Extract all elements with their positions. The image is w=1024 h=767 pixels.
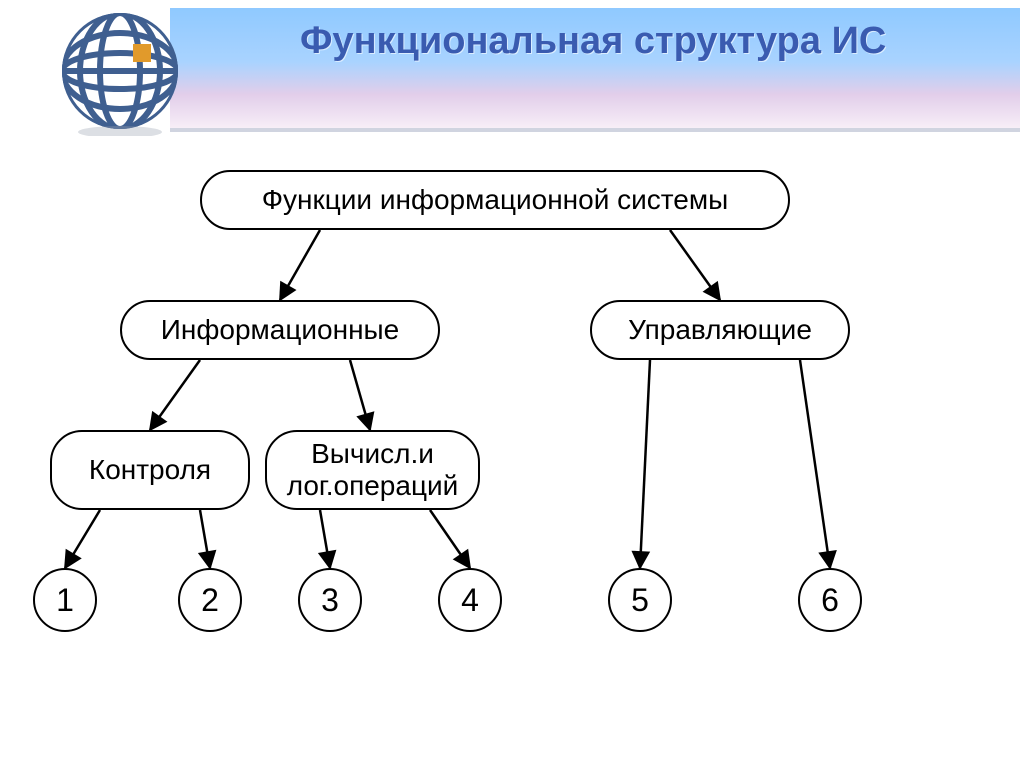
leaf-circle-2: 2 <box>178 568 242 632</box>
circle-label: 5 <box>631 582 649 619</box>
node-label: Функции информационной системы <box>262 184 728 216</box>
tree-diagram: Функции информационной системы Информаци… <box>0 150 1024 750</box>
globe-icon <box>55 6 185 136</box>
page-title: Функциональная структура ИС <box>300 18 886 66</box>
leaf-circle-3: 3 <box>298 568 362 632</box>
node-label: Вычисл.и лог.операций <box>277 438 468 502</box>
circle-label: 1 <box>56 582 74 619</box>
node-calc-logic-ops: Вычисл.и лог.операций <box>265 430 480 510</box>
circle-label: 3 <box>321 582 339 619</box>
leaf-circle-1: 1 <box>33 568 97 632</box>
node-informational: Информационные <box>120 300 440 360</box>
node-label: Контроля <box>89 454 211 486</box>
circle-label: 4 <box>461 582 479 619</box>
leaf-circle-5: 5 <box>608 568 672 632</box>
node-label: Информационные <box>161 314 399 346</box>
node-controlling: Управляющие <box>590 300 850 360</box>
node-root: Функции информационной системы <box>200 170 790 230</box>
leaf-circle-6: 6 <box>798 568 862 632</box>
node-control: Контроля <box>50 430 250 510</box>
node-label: Управляющие <box>628 314 812 346</box>
circle-label: 2 <box>201 582 219 619</box>
leaf-circle-4: 4 <box>438 568 502 632</box>
circle-label: 6 <box>821 582 839 619</box>
